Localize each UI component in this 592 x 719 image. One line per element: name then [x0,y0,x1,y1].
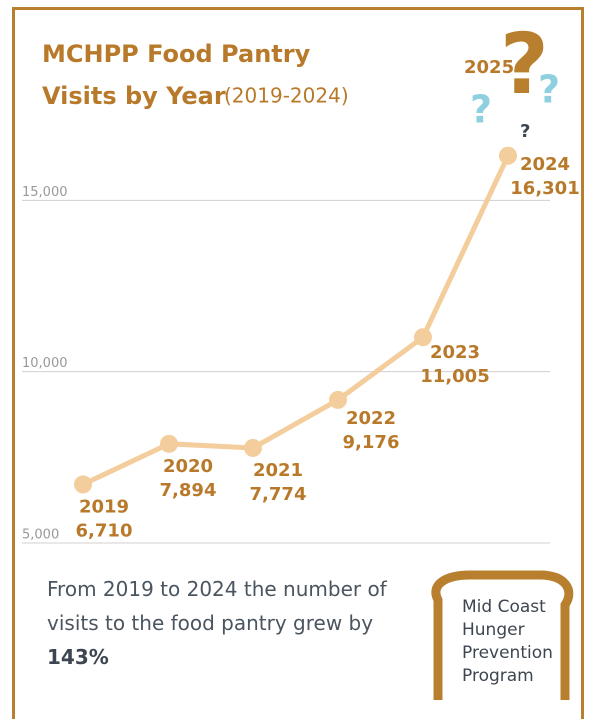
point [329,390,347,409]
logo-line: Program [462,666,534,686]
title-line: MCHPP Food Pantry [42,40,311,68]
point [414,328,432,347]
frame [12,7,584,719]
y-tick-label: 5,000 [22,528,59,543]
value-label: 16,301 [510,178,579,199]
y-tick-label: 15,000 [22,185,68,200]
logo-line: Hunger [462,620,525,640]
point [244,438,262,457]
logo-line: Mid Coast [462,597,546,617]
category-label: 2021 [253,460,303,481]
question-mark: ? [470,88,492,132]
footnote-highlight: 143% [47,645,109,669]
footnote: From 2019 to 2024 the number of visits t… [47,572,387,674]
category-label: 2023 [430,342,480,363]
question-mark: ? [520,121,530,142]
value-label: 7,894 [160,480,217,501]
value-label: 9,176 [343,432,400,453]
footnote-text: From 2019 to 2024 the number of visits t… [47,577,387,635]
annotation-label: 2025 [464,57,514,78]
question-mark: ? [500,15,549,113]
point [74,475,92,494]
point [160,434,178,453]
category-label: 2022 [346,408,396,429]
category-label: 2024 [520,154,570,175]
title-line: Visits by Year [42,82,226,110]
point [499,146,517,165]
logo-line: Prevention [462,643,553,663]
value-label: 6,710 [76,520,133,541]
logo-bread [431,570,574,700]
question-mark: ? [538,68,560,112]
category-label: 2020 [163,456,213,477]
value-label: 7,774 [250,484,307,505]
category-label: 2019 [79,496,129,517]
series-line [81,154,511,487]
y-tick-label: 10,000 [22,356,68,371]
subtitle: (2019-2024) [224,84,349,108]
logo: Mid Coast Hunger Prevention Program [462,596,553,688]
value-label: 11,005 [420,366,489,387]
